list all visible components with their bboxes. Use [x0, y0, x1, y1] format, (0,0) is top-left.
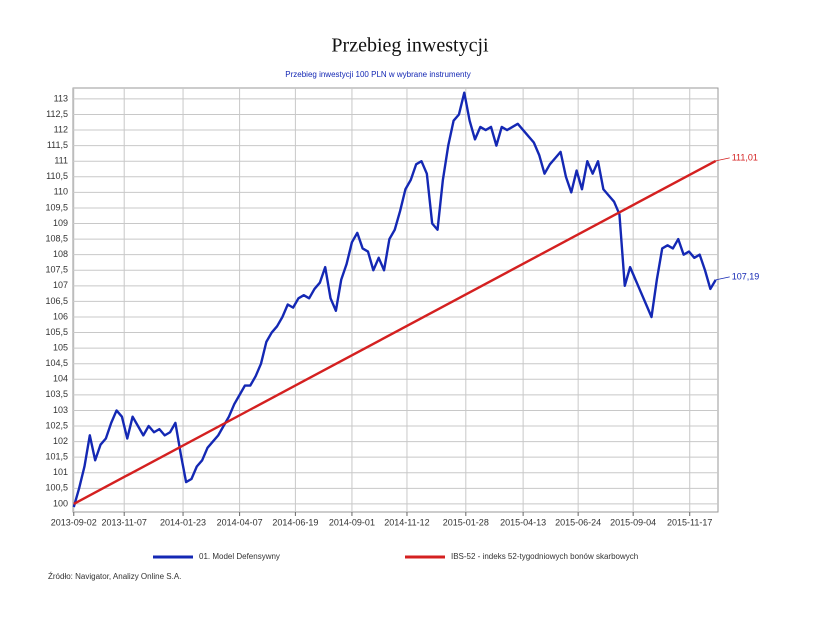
x-tick-label: 2015-04-13 [500, 517, 546, 527]
y-tick-label: 101 [53, 467, 68, 477]
y-tick-label: 109,5 [45, 202, 68, 212]
y-tick-label: 105,5 [45, 327, 68, 337]
x-tick-label: 2014-01-23 [160, 517, 206, 527]
y-tick-label: 103,5 [45, 389, 68, 399]
end-label: 107,19 [732, 271, 760, 281]
y-tick-label: 107,5 [45, 265, 68, 275]
y-tick-label: 108 [53, 249, 68, 259]
x-tick-label: 2014-09-01 [329, 517, 375, 527]
x-tick-label: 2015-06-24 [555, 517, 601, 527]
y-tick-label: 100,5 [45, 483, 68, 493]
legend-label: 01. Model Defensywny [199, 552, 280, 561]
y-tick-label: 109 [53, 218, 68, 228]
y-tick-label: 107 [53, 280, 68, 290]
chart-title: Przebieg inwestycji [331, 35, 489, 57]
y-tick-label: 110 [54, 187, 68, 197]
y-tick-label: 112 [54, 124, 68, 134]
y-tick-label: 102 [53, 436, 68, 446]
y-tick-label: 100 [53, 498, 68, 508]
x-tick-label: 2015-09-04 [610, 517, 656, 527]
y-tick-label: 103 [53, 405, 68, 415]
x-tick-label: 2013-09-02 [51, 517, 97, 527]
chart-subtitle: Przebieg inwestycji 100 PLN w wybrane in… [285, 70, 470, 79]
y-tick-label: 104 [53, 374, 68, 384]
x-tick-label: 2014-06-19 [272, 517, 318, 527]
series-line [73, 159, 717, 505]
end-label-leader [715, 157, 730, 162]
x-tick-label: 2015-01-28 [443, 517, 489, 527]
y-tick-label: 101,5 [45, 452, 68, 462]
y-tick-label: 106,5 [45, 296, 68, 306]
y-tick-label: 111,5 [47, 140, 68, 150]
y-tick-label: 111 [54, 156, 68, 166]
y-tick-label: 110,5 [46, 171, 68, 181]
legend-label: IBS-52 - indeks 52-tygodniowych bonów sk… [451, 552, 638, 561]
x-tick-label: 2013-11-07 [102, 517, 147, 527]
source-note: Źródło: Navigator, Analizy Online S.A. [48, 572, 181, 581]
end-label: 111,01 [732, 152, 758, 162]
y-tick-label: 108,5 [45, 233, 68, 243]
end-label-leader [715, 276, 730, 281]
y-tick-label: 105 [53, 343, 68, 353]
y-tick-label: 113 [54, 93, 68, 103]
plot-area [72, 87, 719, 513]
x-tick-label: 2014-04-07 [217, 517, 263, 527]
x-tick-label: 2015-11-17 [667, 517, 712, 527]
series-line [72, 91, 717, 508]
y-tick-label: 104,5 [45, 358, 68, 368]
y-tick-label: 106 [53, 311, 68, 321]
x-tick-label: 2014-11-12 [384, 517, 429, 527]
y-tick-label: 102,5 [45, 420, 68, 430]
y-tick-label: 112,5 [46, 109, 68, 119]
